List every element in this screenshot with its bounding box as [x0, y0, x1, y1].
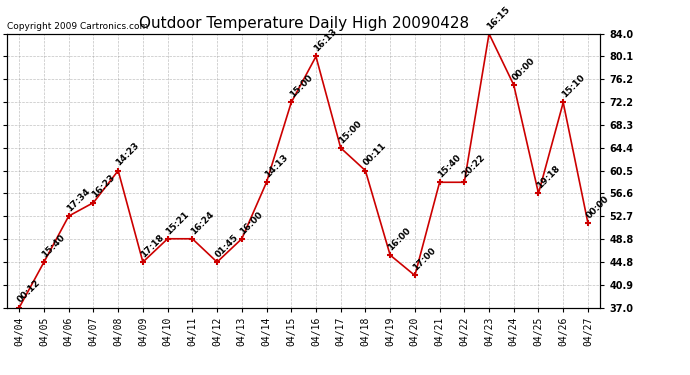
Text: 15:00: 15:00 — [337, 119, 364, 145]
Text: 15:40: 15:40 — [41, 232, 67, 259]
Text: Copyright 2009 Cartronics.com: Copyright 2009 Cartronics.com — [7, 22, 148, 31]
Text: 17:18: 17:18 — [139, 232, 166, 259]
Text: 14:23: 14:23 — [115, 141, 141, 168]
Text: 16:00: 16:00 — [386, 226, 413, 252]
Text: 15:00: 15:00 — [288, 73, 314, 100]
Text: 15:10: 15:10 — [560, 73, 586, 100]
Text: 16:15: 16:15 — [486, 4, 512, 31]
Text: 00:00: 00:00 — [510, 56, 536, 82]
Text: 00:00: 00:00 — [584, 194, 611, 220]
Text: 19:18: 19:18 — [535, 164, 562, 190]
Text: 17:00: 17:00 — [411, 246, 437, 273]
Title: Outdoor Temperature Daily High 20090428: Outdoor Temperature Daily High 20090428 — [139, 16, 469, 31]
Text: 15:21: 15:21 — [164, 209, 190, 236]
Text: 20:22: 20:22 — [461, 153, 487, 180]
Text: 17:34: 17:34 — [65, 186, 92, 213]
Text: 16:13: 16:13 — [313, 27, 339, 54]
Text: 00:12: 00:12 — [16, 278, 42, 305]
Text: 01:45: 01:45 — [213, 232, 240, 259]
Text: 15:40: 15:40 — [436, 153, 462, 180]
Text: 16:24: 16:24 — [189, 209, 215, 236]
Text: 16:00: 16:00 — [238, 210, 265, 236]
Text: 00:11: 00:11 — [362, 141, 388, 168]
Text: 14:13: 14:13 — [263, 153, 290, 180]
Text: 16:23: 16:23 — [90, 173, 117, 200]
